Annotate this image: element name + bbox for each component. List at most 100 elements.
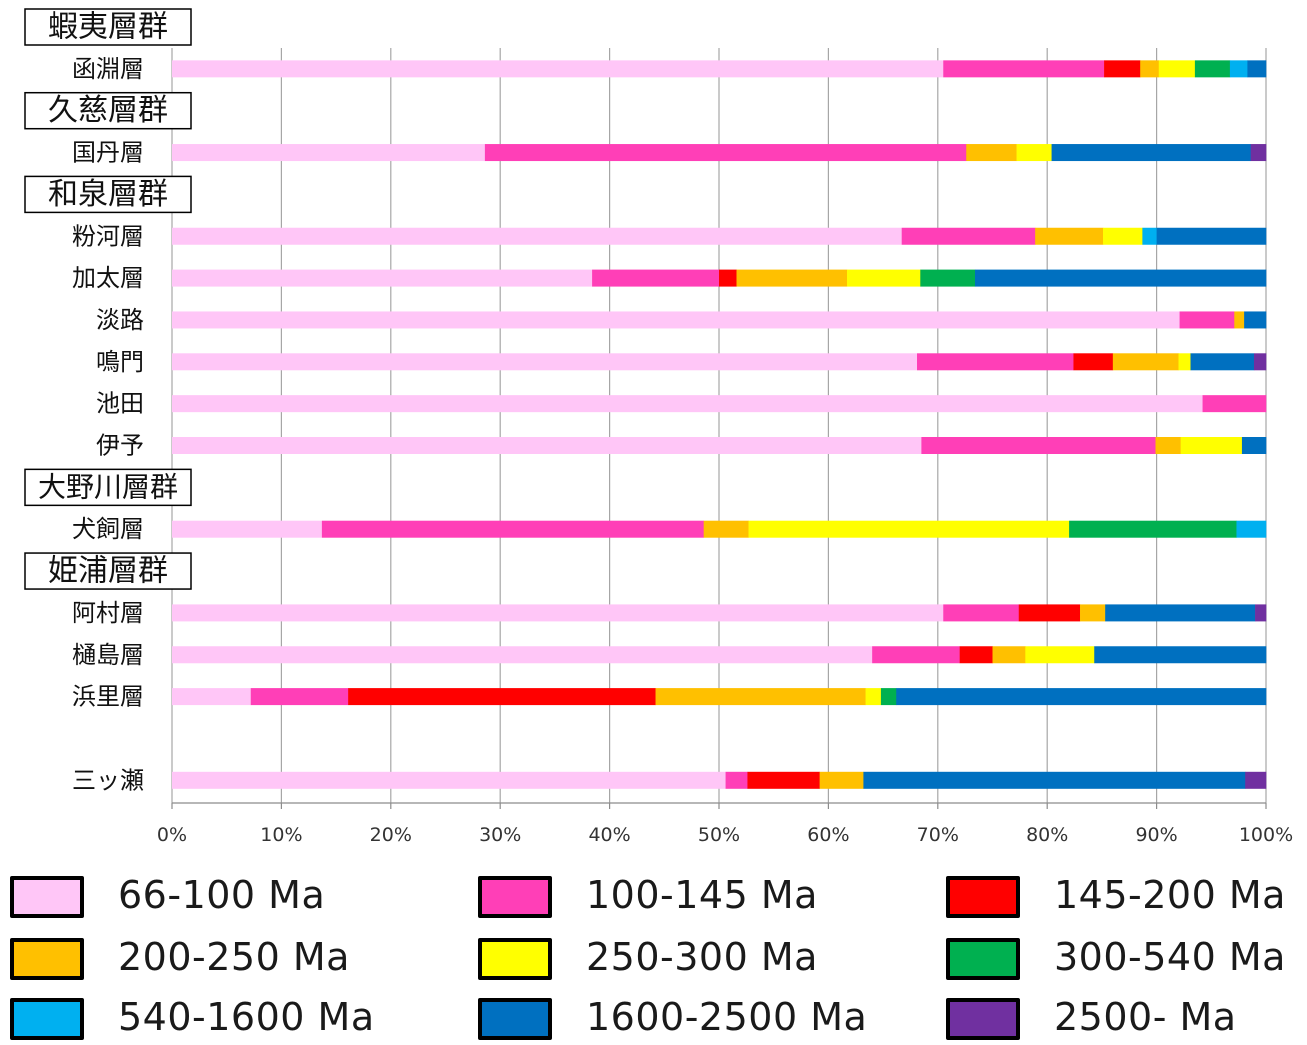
category-label: 樋島層 [72, 641, 144, 669]
bar-segment [880, 688, 897, 706]
category-label: 伊予 [96, 432, 144, 460]
bar-segment [348, 688, 656, 706]
legend-label: 1600-2500 Ma [586, 995, 868, 1039]
bar-segment [1158, 60, 1196, 78]
bar-segment [865, 688, 882, 706]
bar-segment [484, 144, 967, 162]
bar-segment [172, 227, 902, 245]
x-tick-label: 100% [1239, 824, 1293, 846]
bar-segment [863, 771, 1246, 789]
bar-segment [1102, 227, 1143, 245]
bar-segment [719, 269, 737, 287]
bar-segment [1104, 60, 1141, 78]
category-label: 粉河層 [72, 222, 144, 250]
chart-legend: 66-100 Ma 100-145 Ma 145-200 Ma 200-250 Ma 2… [0, 865, 1307, 1043]
bar-segment [1080, 604, 1106, 622]
group-header-box [24, 552, 192, 590]
group-header-box [24, 175, 192, 214]
bar-segment [1178, 353, 1191, 371]
bar-segment [1194, 60, 1231, 78]
legend-label: 540-1600 Ma [118, 995, 375, 1039]
legend-label: 300-540 Ma [1054, 935, 1286, 979]
x-tick-label: 30% [479, 824, 521, 846]
group-header-label: 久慈層群 [48, 93, 168, 128]
group-header-label: 蝦夷層群 [48, 10, 168, 45]
bar-segment [1253, 353, 1267, 371]
bar-segment [1229, 60, 1248, 78]
bar-segment [917, 353, 1074, 371]
x-tick-label: 70% [917, 824, 959, 846]
bar-segment [1155, 437, 1181, 454]
bar-segment [901, 227, 1036, 245]
x-tick-label: 60% [807, 824, 849, 846]
bar-segment [1245, 771, 1267, 789]
category-label: 犬飼層 [72, 515, 144, 543]
bar-segment [1190, 353, 1255, 371]
bar-segment [1255, 604, 1267, 622]
bar-segment [1035, 227, 1104, 245]
bar-segment [172, 269, 593, 287]
group-header-label: 姫浦層群 [48, 554, 168, 589]
bar-segment [1105, 604, 1256, 622]
bar-segment [703, 520, 749, 538]
legend-item: 540-1600 Ma [10, 993, 374, 1045]
bar-segment [736, 269, 848, 287]
legend-swatch [478, 876, 552, 918]
bar-segment [1018, 604, 1081, 622]
bar-segment [1112, 353, 1179, 371]
bar-segment [1244, 311, 1267, 329]
bar-segment [1025, 646, 1095, 664]
group-header-label: 和泉層群 [48, 177, 168, 212]
bar-segment [172, 688, 252, 706]
legend-swatch [10, 998, 84, 1040]
bar-segment [172, 520, 323, 538]
bar-segment [872, 646, 960, 664]
bar-segment [748, 520, 1070, 538]
category-label: 函淵層 [72, 55, 144, 83]
legend-label: 200-250 Ma [118, 935, 350, 979]
bar-segment [1234, 311, 1245, 329]
legend-item: 2500- Ma [946, 993, 1306, 1045]
bar-segment [1250, 144, 1267, 162]
x-tick-label: 0% [157, 824, 187, 846]
category-label: 鳴門 [96, 348, 144, 376]
bar-segment [655, 688, 866, 706]
bar-segment [1142, 227, 1157, 245]
bar-segment [992, 646, 1026, 664]
bar-segment [725, 771, 748, 789]
category-label: 三ッ瀬 [72, 766, 144, 794]
bar-segment [592, 269, 720, 287]
legend-swatch [946, 876, 1020, 918]
bar-segment [172, 395, 1203, 413]
bar-segment [966, 144, 1017, 162]
group-header-label: 大野川層群 [38, 470, 178, 503]
bar-segment [943, 60, 1105, 78]
legend-label: 145-200 Ma [1054, 873, 1286, 917]
legend-item: 300-540 Ma [946, 933, 1306, 985]
bar-segment [172, 604, 944, 622]
x-tick-label: 20% [370, 824, 412, 846]
x-tick-label: 90% [1135, 824, 1177, 846]
legend-label: 100-145 Ma [586, 873, 818, 917]
bar-segment [172, 60, 944, 78]
bar-segment [1069, 520, 1237, 538]
legend-swatch [10, 876, 84, 918]
bar-segment [846, 269, 921, 287]
bar-segment [974, 269, 1267, 287]
legend-item: 200-250 Ma [10, 933, 370, 985]
bar-segment [172, 144, 486, 162]
group-header-box [24, 91, 192, 130]
x-tick-label: 50% [698, 824, 740, 846]
bar-segment [896, 688, 1267, 706]
bar-segment [1140, 60, 1160, 78]
bar-segment [172, 353, 918, 371]
x-tick-label: 10% [260, 824, 302, 846]
group-header-box [24, 468, 192, 507]
bar-segment [747, 771, 820, 789]
bar-segment [1051, 144, 1251, 162]
x-tick-label: 80% [1026, 824, 1068, 846]
stacked-bar-chart: 蝦夷層群函淵層久慈層群国丹層和泉層群粉河層加太層淡路鳴門池田伊予大野川層群犬飼層… [24, 8, 1293, 846]
bar-segment [1179, 311, 1235, 329]
legend-item: 66-100 Ma [10, 871, 370, 923]
category-label: 池田 [96, 390, 144, 418]
